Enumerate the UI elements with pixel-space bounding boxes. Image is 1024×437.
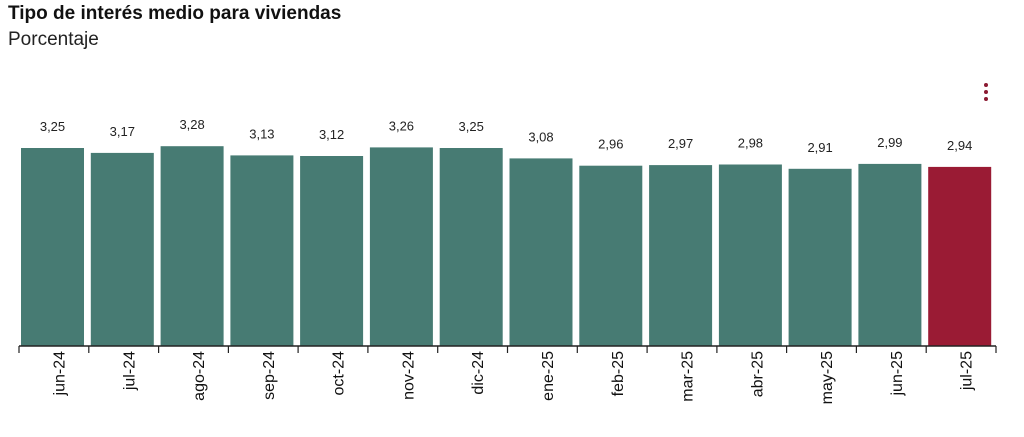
bar-value-label: 3,26	[389, 118, 414, 133]
x-tick-label: ene-25	[540, 351, 557, 401]
x-tick-label: sep-24	[261, 351, 278, 400]
bar-value-label: 2,94	[947, 138, 972, 153]
chart-bar	[160, 146, 224, 346]
x-tick-label: jul-24	[121, 351, 138, 391]
bar-value-label: 3,25	[459, 119, 484, 134]
chart-bar	[788, 168, 852, 346]
x-tick-label: abr-25	[749, 351, 766, 397]
bar-value-label: 3,12	[319, 127, 344, 142]
x-tick-label: jun-24	[52, 351, 69, 397]
chart-bar	[439, 148, 503, 346]
chart-subtitle: Porcentaje	[8, 29, 99, 50]
bar-value-label: 2,96	[598, 137, 623, 152]
bar-value-label: 2,99	[877, 135, 902, 150]
menu-dot	[984, 83, 988, 87]
chart-bar	[649, 165, 713, 346]
chart-bar	[369, 147, 433, 346]
x-tick-label: oct-24	[331, 351, 348, 396]
chart-bar	[858, 163, 922, 346]
x-tick-label: nov-24	[400, 351, 417, 400]
bar-value-label: 3,28	[179, 117, 204, 132]
x-tick-label: feb-25	[610, 351, 627, 396]
chart-bar	[928, 166, 992, 346]
bar-value-label: 2,91	[807, 140, 832, 155]
bar-value-label: 3,13	[249, 126, 274, 141]
menu-dot	[984, 97, 988, 101]
menu-dot	[984, 90, 988, 94]
chart-bar	[579, 165, 643, 346]
x-tick-label: ago-24	[191, 351, 208, 401]
chart-bar	[718, 164, 782, 346]
chart-bar	[230, 155, 294, 346]
chart-bar	[90, 152, 154, 346]
x-tick-label: mar-25	[680, 351, 697, 402]
chart-title: Tipo de interés medio para viviendas	[8, 3, 342, 24]
more-vertical-icon[interactable]	[980, 83, 992, 105]
chart-bar	[21, 148, 84, 346]
x-tick-label: may-25	[819, 351, 836, 404]
x-tick-label: jun-25	[889, 351, 906, 397]
bar-value-label: 3,25	[40, 119, 65, 134]
chart-bar	[300, 156, 364, 346]
chart-bar	[509, 158, 573, 346]
bar-value-label: 3,17	[110, 124, 135, 139]
x-tick-label: dic-24	[470, 351, 487, 395]
bar-value-label: 2,98	[738, 136, 763, 151]
bar-value-label: 2,97	[668, 136, 693, 151]
bar-value-label: 3,08	[528, 129, 553, 144]
x-tick-label: jul-25	[959, 351, 976, 391]
